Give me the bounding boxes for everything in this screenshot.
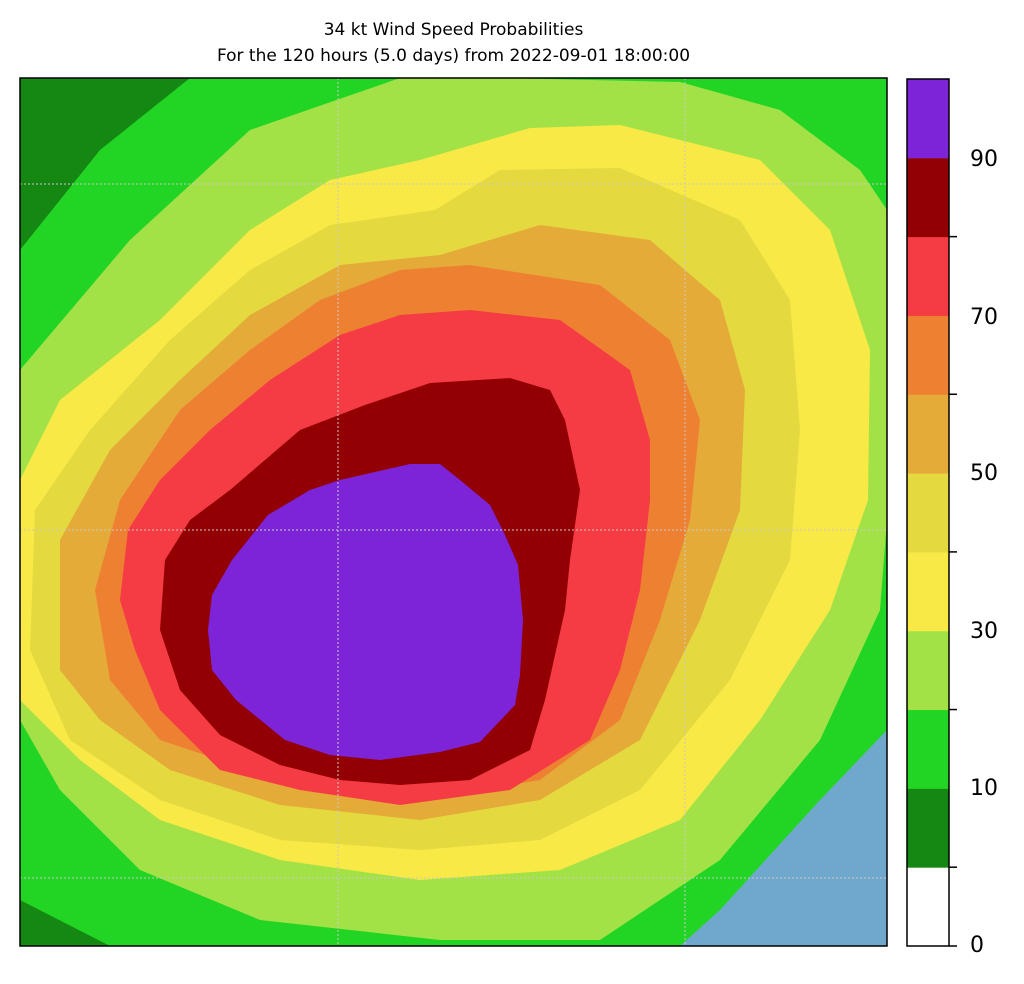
- chart-subtitle: For the 120 hours (5.0 days) from 2022-0…: [216, 46, 691, 66]
- colorbar-segment-7: [907, 315, 949, 395]
- colorbar-tick-label-30: 30: [970, 619, 998, 644]
- colorbar-tick-label-0: 0: [970, 933, 984, 958]
- colorbar-segment-9: [907, 157, 949, 238]
- colorbar-segment-8: [907, 236, 949, 316]
- map-gridlines: [20, 78, 887, 946]
- colorbar-segment-3: [907, 630, 949, 711]
- map-frame: [19, 77, 888, 947]
- colorbar-segment-0: [907, 867, 949, 947]
- colorbar-segment-10: [907, 79, 949, 159]
- colorbar-tick-label-90: 90: [970, 147, 998, 172]
- colorbar-frame: [906, 78, 950, 947]
- colorbar-tick-label-50: 50: [970, 461, 998, 486]
- colorbar: [907, 79, 949, 947]
- colorbar-segment-5: [907, 473, 949, 553]
- colorbar-tick-label-70: 70: [970, 305, 998, 330]
- chart-title: 34 kt Wind Speed Probabilities: [323, 20, 584, 40]
- colorbar-ticks: [949, 235, 957, 947]
- colorbar-segment-4: [907, 551, 949, 632]
- band-100-110: [208, 464, 523, 760]
- colorbar-segment-1: [907, 788, 949, 868]
- colorbar-segment-2: [907, 709, 949, 789]
- map-plot-area: [20, 78, 887, 946]
- colorbar-segment-6: [907, 394, 949, 474]
- colorbar-tick-label-10: 10: [970, 776, 998, 801]
